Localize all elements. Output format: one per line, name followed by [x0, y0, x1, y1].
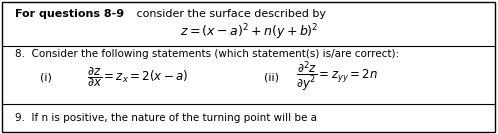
Text: 9.  If n is positive, the nature of the turning point will be a: 9. If n is positive, the nature of the t…: [15, 113, 317, 123]
FancyBboxPatch shape: [2, 2, 495, 132]
Text: $\dfrac{\partial z}{\partial x}=z_x=2(x-a)$: $\dfrac{\partial z}{\partial x}=z_x=2(x-…: [87, 65, 188, 89]
Text: 8.  Consider the following statements (which statement(s) is/are correct):: 8. Consider the following statements (wh…: [15, 49, 399, 59]
Text: $\dfrac{\partial^2 z}{\partial y^2}=z_{yy}=2n$: $\dfrac{\partial^2 z}{\partial y^2}=z_{y…: [296, 60, 378, 94]
Text: $z=(x-a)^{2}+n(y+b)^{2}$: $z=(x-a)^{2}+n(y+b)^{2}$: [180, 22, 318, 42]
Text: (ii): (ii): [264, 72, 279, 82]
Text: (i): (i): [40, 72, 52, 82]
Text: consider the surface described by: consider the surface described by: [133, 9, 327, 19]
Text: For questions 8-9: For questions 8-9: [15, 9, 124, 19]
